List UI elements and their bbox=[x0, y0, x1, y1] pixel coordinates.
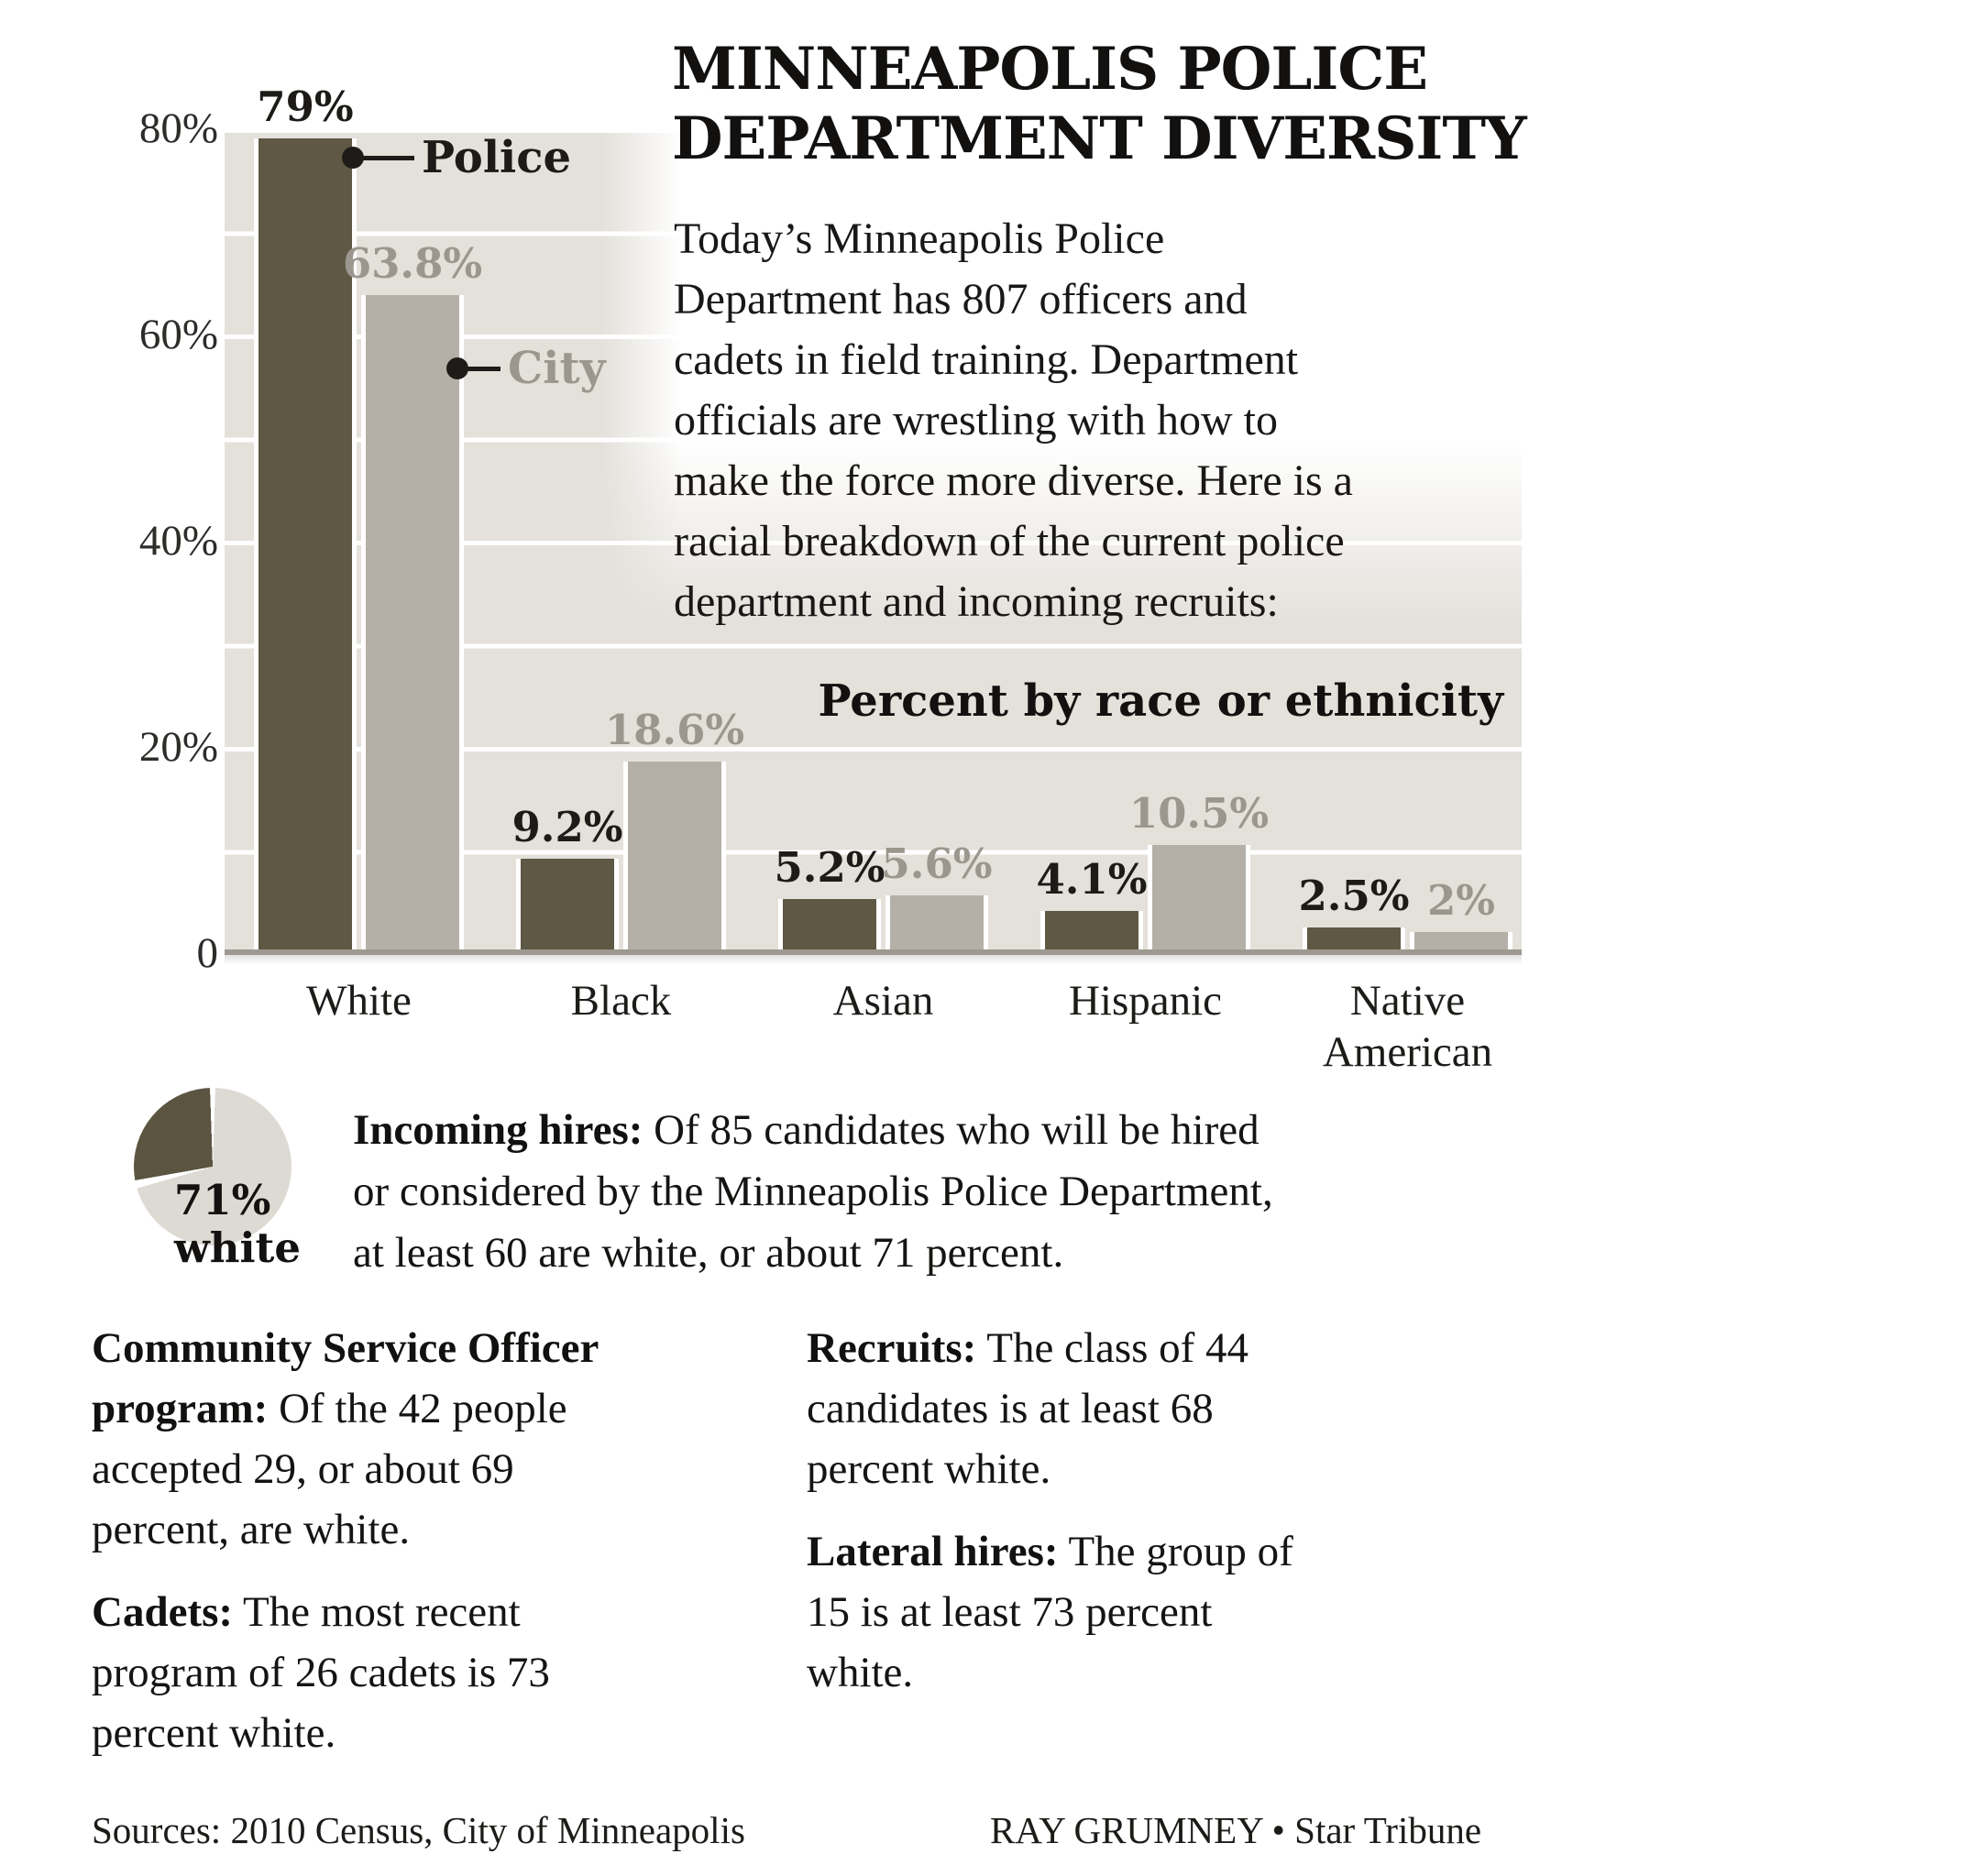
note-right-line: white. bbox=[807, 1649, 914, 1696]
intro-line: cadets in field training. Department bbox=[674, 335, 1299, 384]
value-label-city: 63.8% bbox=[342, 239, 483, 288]
intro-line: Today’s Minneapolis Police bbox=[674, 214, 1165, 263]
y-axis-label: 60% bbox=[138, 311, 218, 358]
note-left-paragraph-1: Cadets: The most recent program of 26 cad… bbox=[92, 1582, 678, 1763]
page-title: MINNEAPOLIS POLICE DEPARTMENT DIVERSITY bbox=[672, 35, 1527, 174]
value-label-police: 9.2% bbox=[512, 803, 623, 851]
note-left-line: program of 26 cadets is 73 bbox=[92, 1649, 550, 1696]
y-axis-label: 40% bbox=[138, 517, 218, 565]
category-label-white: White bbox=[306, 977, 412, 1025]
note-right-paragraph-0: Recruits: The class of 44 candidates is a… bbox=[807, 1318, 1357, 1499]
city-series-label: City bbox=[508, 343, 606, 394]
note-left-line: accepted 29, or about 69 bbox=[92, 1445, 514, 1493]
category-label-asian: Asian bbox=[832, 977, 934, 1025]
intro-line: officials are wrestling with how to bbox=[674, 396, 1278, 444]
note-left-lead: program: bbox=[92, 1385, 269, 1432]
bar-police-white bbox=[254, 138, 357, 953]
note-right-lead: Recruits: bbox=[807, 1324, 977, 1372]
text-background-fade bbox=[600, 128, 1522, 628]
value-label-city: 2% bbox=[1426, 876, 1496, 925]
sources-text: Sources: 2010 Census, City of Minneapoli… bbox=[92, 1809, 745, 1851]
police-series-label: Police bbox=[422, 132, 572, 183]
note-right-line: candidates is at least 68 bbox=[807, 1385, 1214, 1432]
intro-line: department and incoming recruits: bbox=[674, 577, 1279, 626]
bar-police-native-american bbox=[1303, 927, 1405, 953]
y-axis-label: 0 bbox=[196, 929, 219, 977]
title-line-1: MINNEAPOLIS POLICE bbox=[672, 35, 1428, 104]
police-callout-line bbox=[353, 156, 414, 160]
bar-police-hispanic bbox=[1040, 911, 1143, 953]
category-label-black: Black bbox=[570, 977, 672, 1025]
note-right-line: percent white. bbox=[807, 1445, 1051, 1493]
intro-line: racial breakdown of the current police bbox=[674, 517, 1345, 565]
note-left-line: Community Service Officer bbox=[92, 1318, 678, 1378]
value-label-police: 79% bbox=[257, 82, 354, 131]
note-right-lead: Lateral hires: bbox=[807, 1528, 1059, 1575]
note-left-lead: Community Service Officer bbox=[92, 1324, 600, 1372]
x-axis-line bbox=[225, 949, 1522, 955]
note-left-line: percent, are white. bbox=[92, 1506, 411, 1553]
category-label-native-american: Native American bbox=[1322, 977, 1493, 1076]
x-axis-shadow bbox=[225, 955, 1522, 964]
note-right-paragraph-1: Lateral hires: The group of 15 is at leas… bbox=[807, 1521, 1357, 1703]
incoming-hires-lead: Incoming hires: bbox=[353, 1106, 644, 1154]
city-callout-line bbox=[457, 367, 500, 371]
note-left-line: program: Of the 42 people bbox=[92, 1385, 567, 1432]
pie-center-label: 71% white bbox=[174, 1176, 301, 1272]
bar-city-native-american bbox=[1410, 932, 1512, 953]
value-label-city: 5.6% bbox=[881, 839, 993, 888]
incoming-hires-line: at least 60 are white, or about 71 perce… bbox=[353, 1229, 1064, 1277]
value-label-city: 18.6% bbox=[604, 706, 745, 754]
y-axis-label: 80% bbox=[138, 104, 218, 152]
notes-column-left: Community Service Officer program: Of the… bbox=[92, 1318, 678, 1785]
bar-police-asian bbox=[778, 899, 881, 953]
title-line-2: DEPARTMENT DIVERSITY bbox=[672, 104, 1527, 173]
bar-city-asian bbox=[886, 895, 988, 953]
y-axis-label: 20% bbox=[138, 723, 218, 771]
note-left-paragraph-0: Community Service Officer program: Of the… bbox=[92, 1318, 678, 1560]
note-right-line: Recruits: The class of 44 bbox=[807, 1324, 1249, 1372]
incoming-hires-line: or considered by the Minneapolis Police … bbox=[353, 1168, 1273, 1215]
bar-city-black bbox=[623, 762, 726, 953]
incoming-hires-paragraph: Incoming hires: Of 85 candidates who wil… bbox=[353, 1100, 1273, 1284]
notes-column-right: Recruits: The class of 44 candidates is a… bbox=[807, 1318, 1357, 1725]
value-label-police: 4.1% bbox=[1036, 855, 1148, 904]
note-left-line: percent white. bbox=[92, 1709, 336, 1757]
pie-chart bbox=[134, 1088, 292, 1245]
note-left-line: Cadets: The most recent bbox=[92, 1588, 521, 1636]
bar-city-hispanic bbox=[1148, 845, 1250, 953]
incoming-hires-line: Incoming hires: Of 85 candidates who wil… bbox=[353, 1106, 1260, 1154]
intro-paragraph: Today’s Minneapolis Police Department ha… bbox=[674, 209, 1353, 632]
chart-heading: Percent by race or ethnicity bbox=[818, 675, 1504, 727]
category-label-hispanic: Hispanic bbox=[1068, 977, 1223, 1025]
value-label-police: 2.5% bbox=[1298, 872, 1410, 920]
note-right-line: 15 is at least 73 percent bbox=[807, 1588, 1213, 1636]
value-label-city: 10.5% bbox=[1128, 789, 1270, 838]
intro-line: make the force more diverse. Here is a bbox=[674, 456, 1353, 505]
value-label-police: 5.2% bbox=[774, 843, 886, 892]
bar-police-black bbox=[516, 859, 619, 953]
intro-line: Department has 807 officers and bbox=[674, 275, 1248, 324]
note-left-lead: Cadets: bbox=[92, 1588, 234, 1636]
note-right-line: Lateral hires: The group of bbox=[807, 1528, 1293, 1575]
credit-text: RAY GRUMNEY • Star Tribune bbox=[990, 1809, 1482, 1851]
bar-city-white bbox=[361, 295, 464, 953]
